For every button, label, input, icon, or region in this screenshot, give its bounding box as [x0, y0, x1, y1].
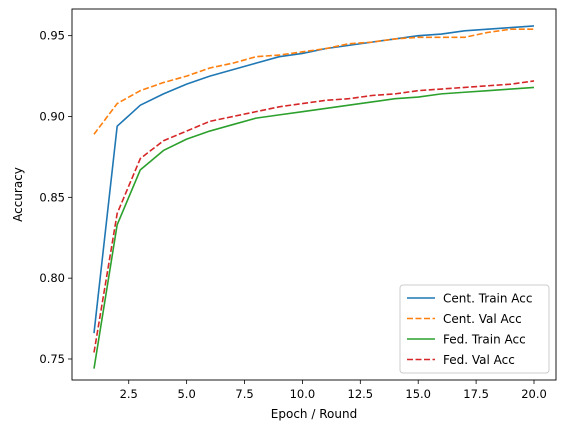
x-tick-label: 20.0: [521, 387, 547, 401]
y-axis-label: Accuracy: [11, 167, 25, 222]
y-tick-label: 0.95: [39, 29, 65, 43]
legend: Cent. Train Acc Cent. Val Acc Fed. Train A…: [399, 284, 550, 374]
legend-box: [399, 284, 550, 374]
legend-label: Cent. Val Acc: [443, 312, 522, 326]
series-line: [93, 28, 534, 135]
y-tick-label: 0.85: [39, 190, 65, 204]
y-tick-label: 0.75: [39, 352, 65, 366]
x-axis-ticks: 2.5 5.0 7.5 10.0 12.5 15.0 17.5 20.0: [120, 380, 547, 401]
x-tick-label: 10.0: [290, 387, 316, 401]
series-line: [93, 80, 535, 353]
plot-lines: [93, 25, 535, 369]
x-tick-label: 2.5: [120, 387, 138, 401]
legend-label: Fed. Val Acc: [443, 353, 515, 367]
x-axis-label: Epoch / Round: [271, 407, 357, 421]
series-line: [93, 86, 535, 369]
plot-frame: [71, 8, 557, 381]
x-tick-label: 17.5: [463, 387, 489, 401]
x-tick-label: 12.5: [348, 387, 374, 401]
series-line: [93, 25, 535, 334]
legend-label: Fed. Train Acc: [443, 333, 526, 347]
y-tick-label: 0.80: [39, 271, 65, 285]
x-tick-label: 15.0: [405, 387, 431, 401]
y-tick-label: 0.90: [39, 110, 65, 124]
x-tick-label: 7.5: [235, 387, 253, 401]
x-tick-label: 5.0: [177, 387, 195, 401]
legend-label: Cent. Train Acc: [443, 292, 533, 306]
y-axis-ticks: 0.75 0.80 0.85 0.90 0.95: [39, 29, 72, 366]
